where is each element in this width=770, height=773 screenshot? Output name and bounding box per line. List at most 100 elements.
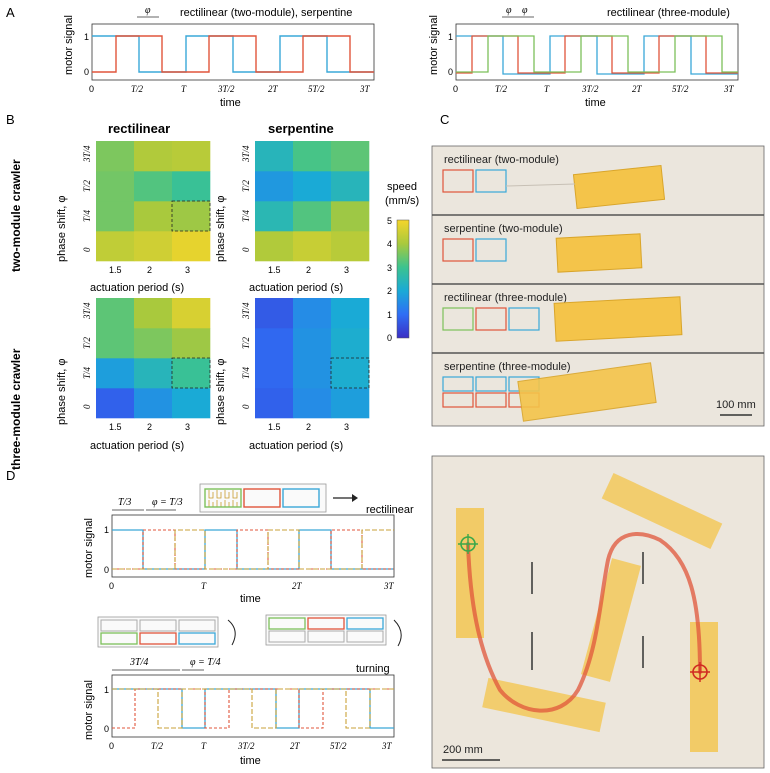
colorbar-label-1: speed [387,181,417,193]
phi-label: φ [145,5,151,16]
xtick: 3 [185,265,190,275]
ylabel-hm3: phase shift, φ [215,359,227,425]
xtick: 5T/2 [330,741,347,751]
ylabel-hm1: phase shift, φ [215,196,227,262]
heatmap-cell [96,328,135,359]
xlabel: time [240,755,261,767]
ytick: T/2 [241,336,251,349]
panel-label-b: B [6,112,15,127]
module-strip [97,616,219,648]
heatmap-three-module-serpentine: 1.5 2 3 0 T/4 T/2 3T/4 [241,298,370,432]
panel-label-d: D [6,468,15,483]
module-icon-blue [346,617,384,630]
ylabel: motor signal [63,15,75,75]
heatmap-cell [96,171,135,202]
crawler-snapshot [601,472,723,550]
heatmap-cell [331,388,370,419]
xtick: 2T [290,741,301,751]
ytick-0: 0 [448,67,453,77]
title: rectilinear (two-module), serpentine [180,7,352,19]
xlabel: time [240,593,261,605]
module-icon-blue [442,376,474,392]
xtick: 0 [453,84,458,94]
module-icon-blue [178,632,216,645]
panel-a-left: motor signal 1 0 rectilinear (two-module… [63,5,375,109]
xticks: 0 T/2 T 3T/2 2T 5T/2 3T [453,84,735,94]
xtick: 2 [306,265,311,275]
xtick: 3 [185,422,190,432]
heatmap-cell [293,358,332,389]
module-icon-blue [508,307,540,331]
xtick: 3T [723,84,735,94]
ytick: T/2 [82,179,92,192]
crawler-body [572,164,666,210]
row-title-two-module: two-module crawler [9,159,23,272]
ytick: 0 [241,404,251,409]
heatmap-cell [96,388,135,419]
heatmap-cell [172,298,211,329]
xtick: 3T/2 [217,84,235,94]
module-icon-red [442,238,474,262]
arrowhead [352,494,358,502]
xlabel-hm1: actuation period (s) [249,282,343,294]
panel-d-bottom: 3T/4 φ = T/4 turning motor signal 1 0 0 … [83,657,395,767]
module-strip [265,614,387,646]
heatmap-cell [172,171,211,202]
heatmap-cell [134,171,173,202]
axes-frame [91,23,375,81]
heatmap-cell [331,171,370,202]
ytick: 3T/4 [82,302,92,320]
module-icon-red [475,392,507,408]
heatmap-cell [331,328,370,359]
row-title-three-module: three-module crawler [9,348,23,470]
colorbar-label-2: (mm/s) [385,195,419,207]
module-icon-red [139,632,177,645]
heatmap-cell [331,201,370,232]
xtick: 2 [306,422,311,432]
ytick: T/2 [82,336,92,349]
module-icon-green [442,307,474,331]
xtick: 3T/2 [237,741,255,751]
heatmap-cell [134,388,173,419]
ytick: T/4 [241,366,251,379]
xtick: T [181,84,187,94]
label-phi: φ = T/3 [152,497,183,508]
label-t3: T/3 [118,497,131,508]
crawler-body [517,362,657,422]
module-icon-red [442,392,474,408]
xlabel: time [220,97,241,109]
scale-label: 200 mm [443,744,483,756]
colorbar [396,219,410,339]
module-icon-red [307,617,345,630]
ytick: 0 [241,247,251,252]
heatmap-cell [96,298,135,329]
xticks: 0 T/2 T 3T/2 2T 5T/2 3T [109,741,393,751]
mode-label: rectilinear [366,504,414,516]
title: rectilinear (three-module) [607,7,730,19]
panel-d-photo: 200 mm [431,455,765,769]
heatmap-cell [172,388,211,419]
heatmap-cell [172,328,211,359]
signal-green [456,35,738,73]
panel-a-right: motor signal 1 0 rectilinear (three-modu… [428,5,739,109]
trajectory [466,532,702,713]
signal-red [92,35,374,73]
ytick: T/4 [82,366,92,379]
heatmap-cell [134,328,173,359]
cb-tick: 1 [387,310,392,320]
ytick-1: 1 [448,32,453,42]
heatmap-cell [255,171,294,202]
heatmap-cell [134,298,173,329]
heatmap-cell [255,231,294,262]
heatmap-cell [331,358,370,389]
axes-frame [111,674,395,738]
ytick: T/4 [82,209,92,222]
module-icon-red [475,307,507,331]
highlight-cell [171,200,211,232]
module-icon-grey [346,630,384,643]
heatmap-cell [134,231,173,262]
heatmap-cell [172,201,211,232]
xtick: 3 [344,265,349,275]
crawler-body [555,233,643,273]
